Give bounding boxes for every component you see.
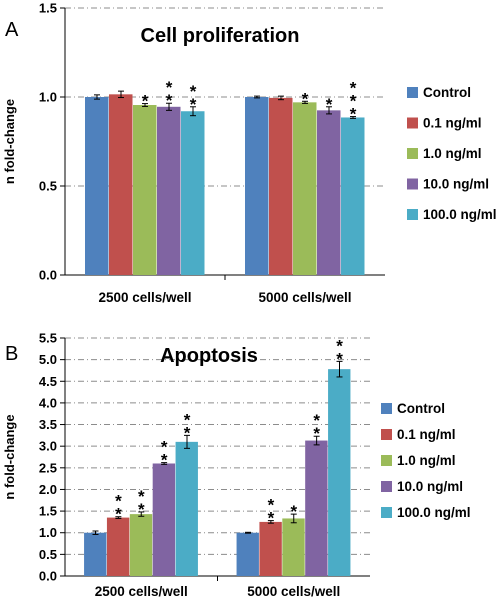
panel-b-bar <box>282 518 305 576</box>
panel-b-letter: B <box>5 343 18 365</box>
panel-a-bar <box>269 97 293 275</box>
panel-a-bar <box>109 94 133 275</box>
panel-b-title: Apoptosis <box>160 345 258 367</box>
panel-b-legend-label: 10.0 ng/ml <box>397 479 463 494</box>
panel-a-category-label: 5000 cells/well <box>258 290 351 305</box>
panel-b-significance-mark: * * <box>138 487 145 519</box>
panel-b-significance-mark: * * <box>161 438 168 470</box>
panel-a-legend-label: 10.0 ng/ml <box>423 177 489 192</box>
panel-a-significance-mark: * * <box>166 78 173 110</box>
panel-b-ytick-label: 5.0 <box>39 352 57 367</box>
panel-b-legend-label: Control <box>397 401 445 416</box>
panel-b-legend-swatch <box>381 481 392 492</box>
panel-a-legend-label: 0.1 ng/ml <box>423 116 482 131</box>
panel-a-bar <box>293 102 317 275</box>
panel-b-bar <box>84 532 107 576</box>
panel-b-ytick-label: 1.5 <box>39 504 57 519</box>
panel-a-significance-mark: * * * <box>350 79 357 124</box>
panel-a-significance-mark: * <box>302 89 309 108</box>
panel-a-legend-swatch <box>407 148 418 159</box>
panel-b-ytick-label: 3.5 <box>39 417 57 432</box>
panel-a-legend-swatch <box>407 209 418 220</box>
panel-b-bar <box>175 441 198 576</box>
panel-a-y-axis-label: n fold-change <box>2 99 17 184</box>
panel-a-legend-swatch <box>407 117 418 129</box>
panel-a-title: Cell proliferation <box>141 25 300 47</box>
panel-b-legend-label: 1.0 ng/ml <box>397 453 456 468</box>
panel-a-significance-mark: * * <box>190 82 197 114</box>
panel-b-significance-mark: * * <box>115 492 122 524</box>
panel-a-letter: A <box>5 19 19 41</box>
panel-b-ytick-label: 0.0 <box>39 569 57 584</box>
panel-b-legend-label: 0.1 ng/ml <box>397 427 456 442</box>
panel-b-significance-mark: * * <box>268 496 275 528</box>
panel-b-category-label: 2500 cells/well <box>95 584 188 599</box>
panel-b-category-label: 5000 cells/well <box>247 584 340 599</box>
panel-a-ytick-label: 1.0 <box>39 90 57 105</box>
panel-a-ytick-label: 0.0 <box>39 268 57 283</box>
panel-a-significance-mark: * <box>142 92 149 111</box>
panel-a-bar <box>317 110 341 275</box>
panel-a-bar <box>157 106 181 275</box>
panel-b-ytick-label: 0.5 <box>39 547 57 562</box>
panel-a-legend-label: 1.0 ng/ml <box>423 146 482 161</box>
panel-b-ytick-label: 4.5 <box>39 374 57 389</box>
panel-b-bar <box>236 532 259 576</box>
panel-b-ytick-label: 4.0 <box>39 395 57 410</box>
panel-b-bar <box>328 369 351 576</box>
panel-a-ytick-label: 1.5 <box>39 1 57 16</box>
panel-b-bar <box>152 463 176 576</box>
panel-b-legend-swatch <box>381 507 392 518</box>
panel-b-bar <box>259 521 282 576</box>
panel-b-significance-mark: * <box>290 502 297 521</box>
panel-b-bar <box>305 440 328 576</box>
panel-b-ytick-label: 3.0 <box>39 439 57 454</box>
panel-a-legend-swatch <box>407 87 418 98</box>
panel-a-category-label: 2500 cells/well <box>98 290 191 305</box>
panel-a-ytick-label: 0.5 <box>39 179 57 194</box>
panel-a-bar <box>181 111 205 276</box>
panel-a-bar <box>245 97 269 275</box>
panel-a-bar <box>133 105 157 275</box>
panel-b-legend-swatch <box>381 429 392 440</box>
panel-a-significance-mark: * <box>326 95 333 114</box>
panel-b-bar <box>129 514 153 576</box>
panel-a-legend-swatch <box>407 178 418 190</box>
panel-b-bar <box>106 517 130 576</box>
panel-a-bar <box>341 117 365 275</box>
panel-b-ytick-label: 2.0 <box>39 482 57 497</box>
panel-b-ytick-label: 1.0 <box>39 525 57 540</box>
panel-b-ytick-label: 5.5 <box>39 331 57 346</box>
panel-a-bar <box>85 97 109 275</box>
panel-b-y-axis-label: n fold-change <box>2 414 17 499</box>
panel-b-legend-swatch <box>381 455 392 466</box>
panel-b-significance-mark: * * <box>313 411 320 443</box>
panel-b-significance-mark: * * <box>336 336 343 368</box>
panel-a-legend-label: Control <box>423 85 471 100</box>
panel-b-ytick-label: 2.5 <box>39 460 57 475</box>
panel-b-significance-mark: * * <box>184 410 191 442</box>
panel-b-legend-swatch <box>381 403 392 414</box>
panel-a-legend-label: 100.0 ng/ml <box>423 207 497 222</box>
panel-b-legend-label: 100.0 ng/ml <box>397 505 471 520</box>
